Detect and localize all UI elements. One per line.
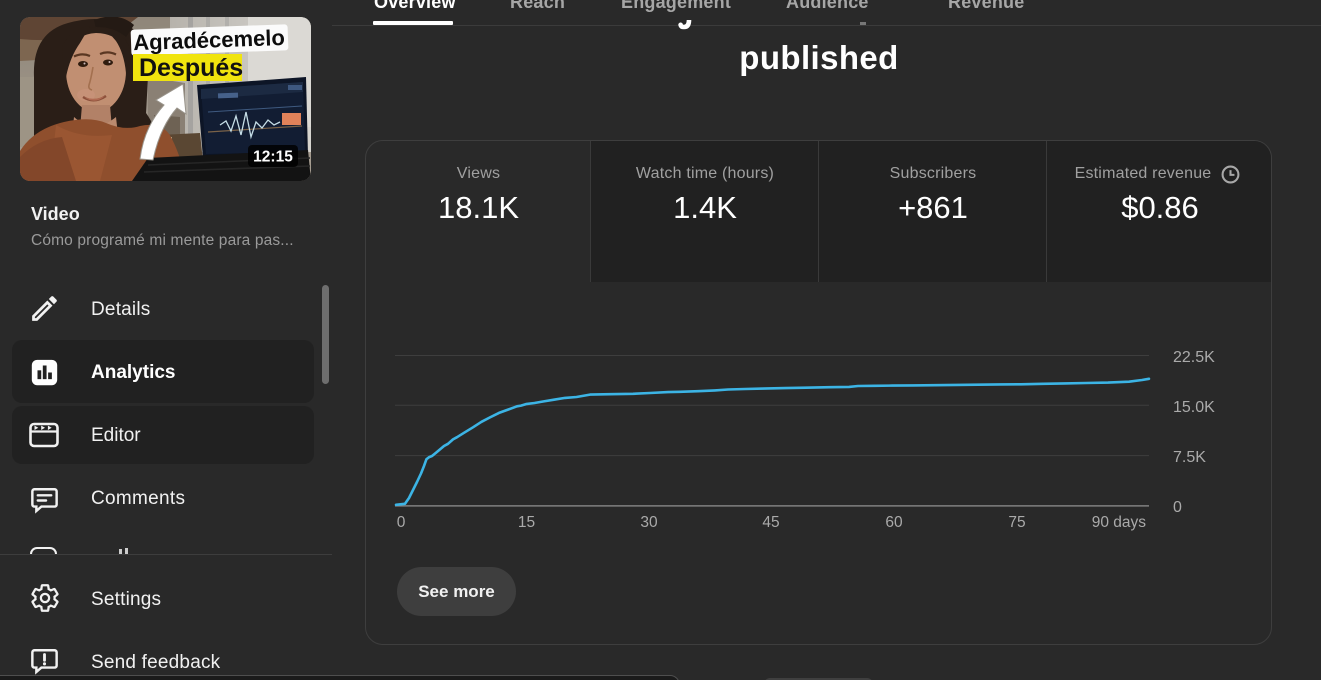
svg-text:12:15: 12:15	[253, 149, 293, 166]
svg-text:Después: Después	[139, 54, 243, 82]
svg-text:Agradécemelo: Agradécemelo	[133, 25, 285, 55]
